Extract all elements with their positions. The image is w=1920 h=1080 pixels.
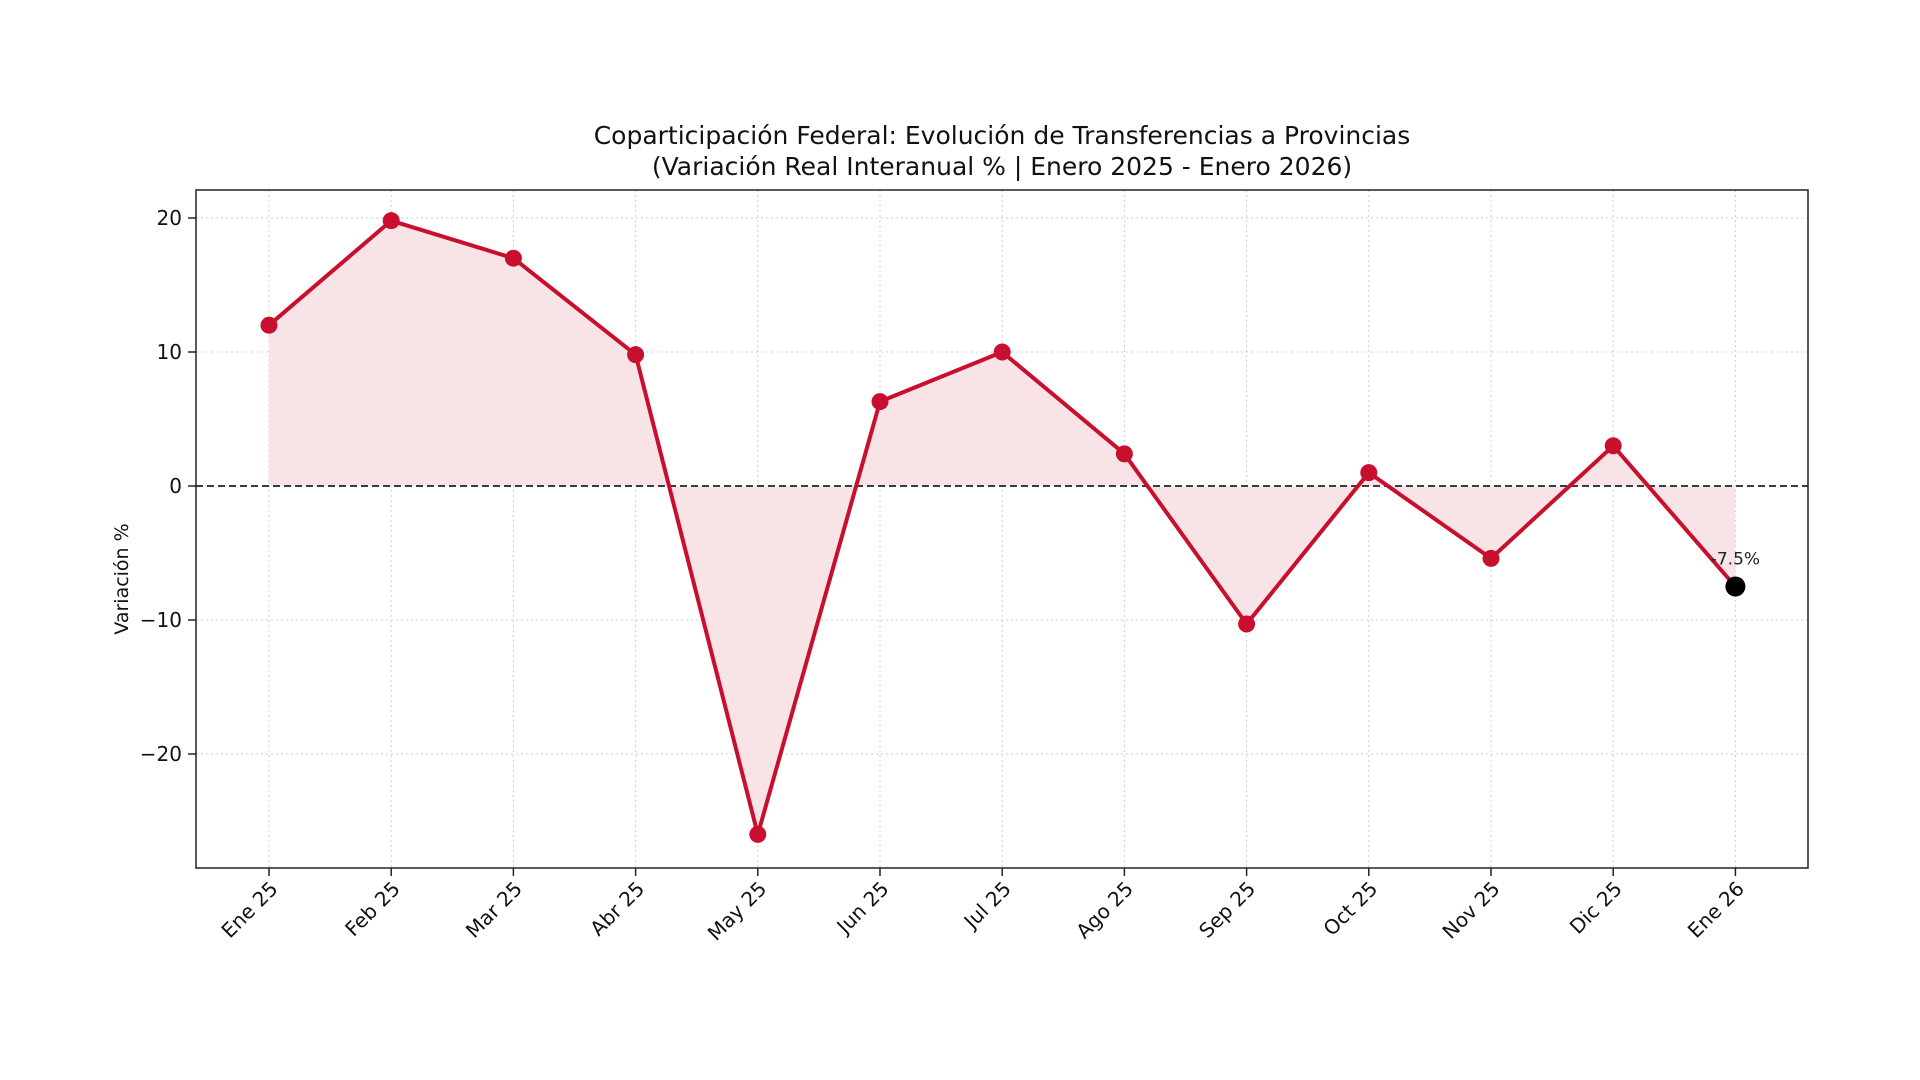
- data-point: [382, 212, 400, 230]
- chart-title-main: Coparticipación Federal: Evolución de Tr…: [593, 121, 1411, 150]
- data-point: [749, 825, 767, 843]
- data-point: [1482, 549, 1500, 567]
- data-point: [1115, 445, 1133, 463]
- x-tick-label: Ene 26: [1683, 877, 1749, 943]
- data-point: [1604, 437, 1622, 455]
- area-fill: [269, 220, 1736, 835]
- y-tick-label: −10: [140, 608, 182, 632]
- x-tick-label: Ago 25: [1071, 877, 1138, 944]
- y-tick-label: 10: [157, 340, 182, 364]
- annotation-label: -7.5%: [1711, 550, 1760, 570]
- x-tick-label: May 25: [703, 877, 772, 946]
- x-tick-label: Abr 25: [585, 877, 649, 941]
- data-point: [1360, 464, 1378, 482]
- data-point: [504, 249, 522, 267]
- data-point: [993, 343, 1011, 361]
- data-point: [627, 346, 645, 364]
- x-tick-label: Oct 25: [1318, 877, 1382, 941]
- chart-subtitle: (Variación Real Interanual % | Enero 202…: [651, 152, 1353, 181]
- x-tick-label: Dic 25: [1565, 877, 1627, 939]
- x-tick-label: Nov 25: [1437, 877, 1504, 944]
- y-tick-label: 0: [169, 474, 182, 498]
- x-tick-label: Ene 25: [216, 877, 282, 943]
- y-tick-label: −20: [140, 742, 182, 766]
- x-tick-label: Sep 25: [1194, 877, 1260, 943]
- x-tick-label: Jul 25: [958, 877, 1016, 935]
- data-point: [871, 393, 889, 411]
- x-tick-label: Jun 25: [831, 877, 894, 940]
- x-tick-label: Mar 25: [461, 877, 527, 943]
- highlight-point: [1725, 576, 1746, 597]
- x-tick-label: Feb 25: [340, 877, 405, 942]
- data-point: [260, 316, 278, 334]
- y-axis-label: Variación %: [111, 523, 133, 634]
- y-tick-label: 20: [157, 206, 182, 230]
- chart-title: Coparticipación Federal: Evolución de Tr…: [0, 120, 1920, 182]
- data-point: [1238, 615, 1256, 633]
